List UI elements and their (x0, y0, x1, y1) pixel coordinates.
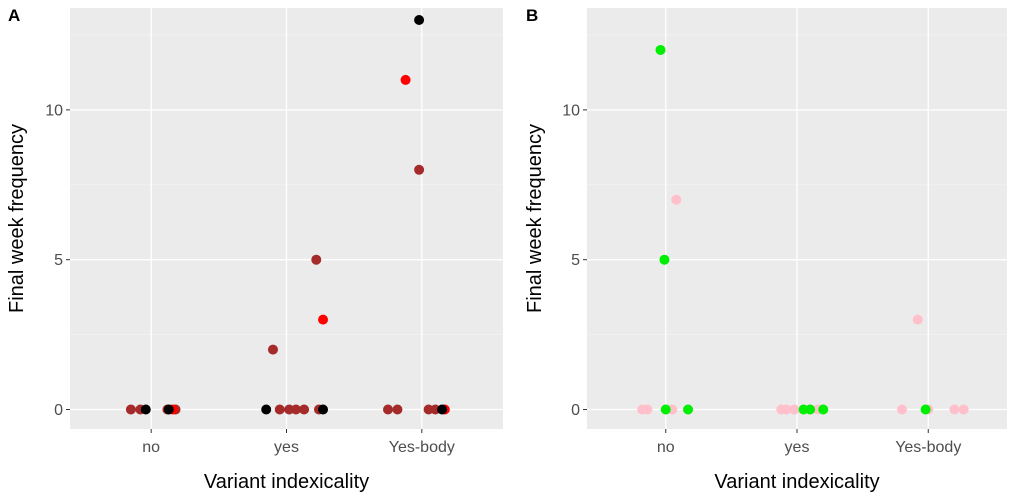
panel-a-point-brown (299, 404, 310, 415)
panel-a-point-black (163, 404, 174, 415)
panel-b-y-tick-label: 10 (562, 102, 580, 119)
panel-a-x-tick-label: Yes-body (389, 439, 455, 456)
panel-b-x-tick-label: Yes-body (895, 439, 961, 456)
panel-b-y-ticks: 0 5 10 (562, 102, 587, 419)
panel-b-point-pink (949, 404, 960, 415)
panel-a-x-tick-label: yes (274, 439, 299, 456)
panel-b-point-pink (671, 194, 682, 205)
panel-a: A 0 5 10 no yes Yes-body Variant indexicalit… (6, 6, 503, 493)
panel-a-point-brown (290, 404, 301, 415)
panel-a-point-black (414, 14, 425, 25)
panel-b-point-pink (958, 404, 969, 415)
panel-a-y-tick-label: 10 (45, 102, 63, 119)
panel-b-point-pink (642, 404, 653, 415)
panel-b-point-green (660, 404, 671, 415)
panel-a-point-red (318, 314, 329, 325)
panel-b-x-tick-label: no (657, 439, 675, 456)
panel-a-y-axis-title: Final week frequency (6, 124, 28, 313)
panel-a-point-brown (311, 254, 322, 265)
panel-b: B 0 5 10 no yes Yes-body Variant indexicalit… (524, 6, 1007, 493)
panel-a-y-ticks: 0 5 10 (45, 102, 70, 419)
panel-b-point-green (659, 254, 670, 265)
panel-b-y-tick-label: 5 (571, 252, 580, 269)
panel-a-x-axis-title: Variant indexicality (204, 471, 369, 493)
panel-b-y-tick-label: 0 (571, 402, 580, 419)
panel-b-x-axis-title: Variant indexicality (714, 471, 879, 493)
panel-b-letter: B (526, 6, 538, 25)
panel-a-point-brown (382, 404, 393, 415)
panel-a-point-black (261, 404, 272, 415)
panel-a-point-brown (274, 404, 285, 415)
panel-a-x-ticks: no yes Yes-body (142, 429, 455, 456)
panel-a-point-black (140, 404, 151, 415)
panel-b-x-tick-label: yes (785, 439, 810, 456)
panel-a-point-brown (267, 344, 278, 355)
panel-a-point-brown (125, 404, 136, 415)
panel-a-x-tick-label: no (142, 439, 160, 456)
panel-b-point-pink (781, 404, 792, 415)
panel-b-point-green (818, 404, 829, 415)
panel-a-y-tick-label: 0 (54, 402, 63, 419)
panel-b-point-green (920, 404, 931, 415)
panel-b-point-green (805, 404, 816, 415)
panel-a-points (125, 14, 450, 415)
panel-a-y-tick-label: 5 (54, 252, 63, 269)
panel-b-point-green (655, 44, 666, 55)
panel-b-point-pink (789, 404, 800, 415)
panel-a-point-black (318, 404, 329, 415)
panel-a-point-black (437, 404, 448, 415)
panel-b-gridlines (587, 8, 1007, 429)
panel-a-letter: A (8, 6, 20, 25)
panel-b-points (637, 44, 969, 415)
panel-b-x-ticks: no yes Yes-body (657, 429, 961, 456)
panel-a-point-brown (392, 404, 403, 415)
panel-a-point-brown (414, 164, 425, 175)
panel-b-point-green (683, 404, 694, 415)
panel-b-point-pink (912, 314, 923, 325)
panel-b-y-axis-title: Final week frequency (524, 124, 546, 313)
panel-a-point-red (400, 74, 411, 85)
panel-b-point-pink (897, 404, 907, 415)
